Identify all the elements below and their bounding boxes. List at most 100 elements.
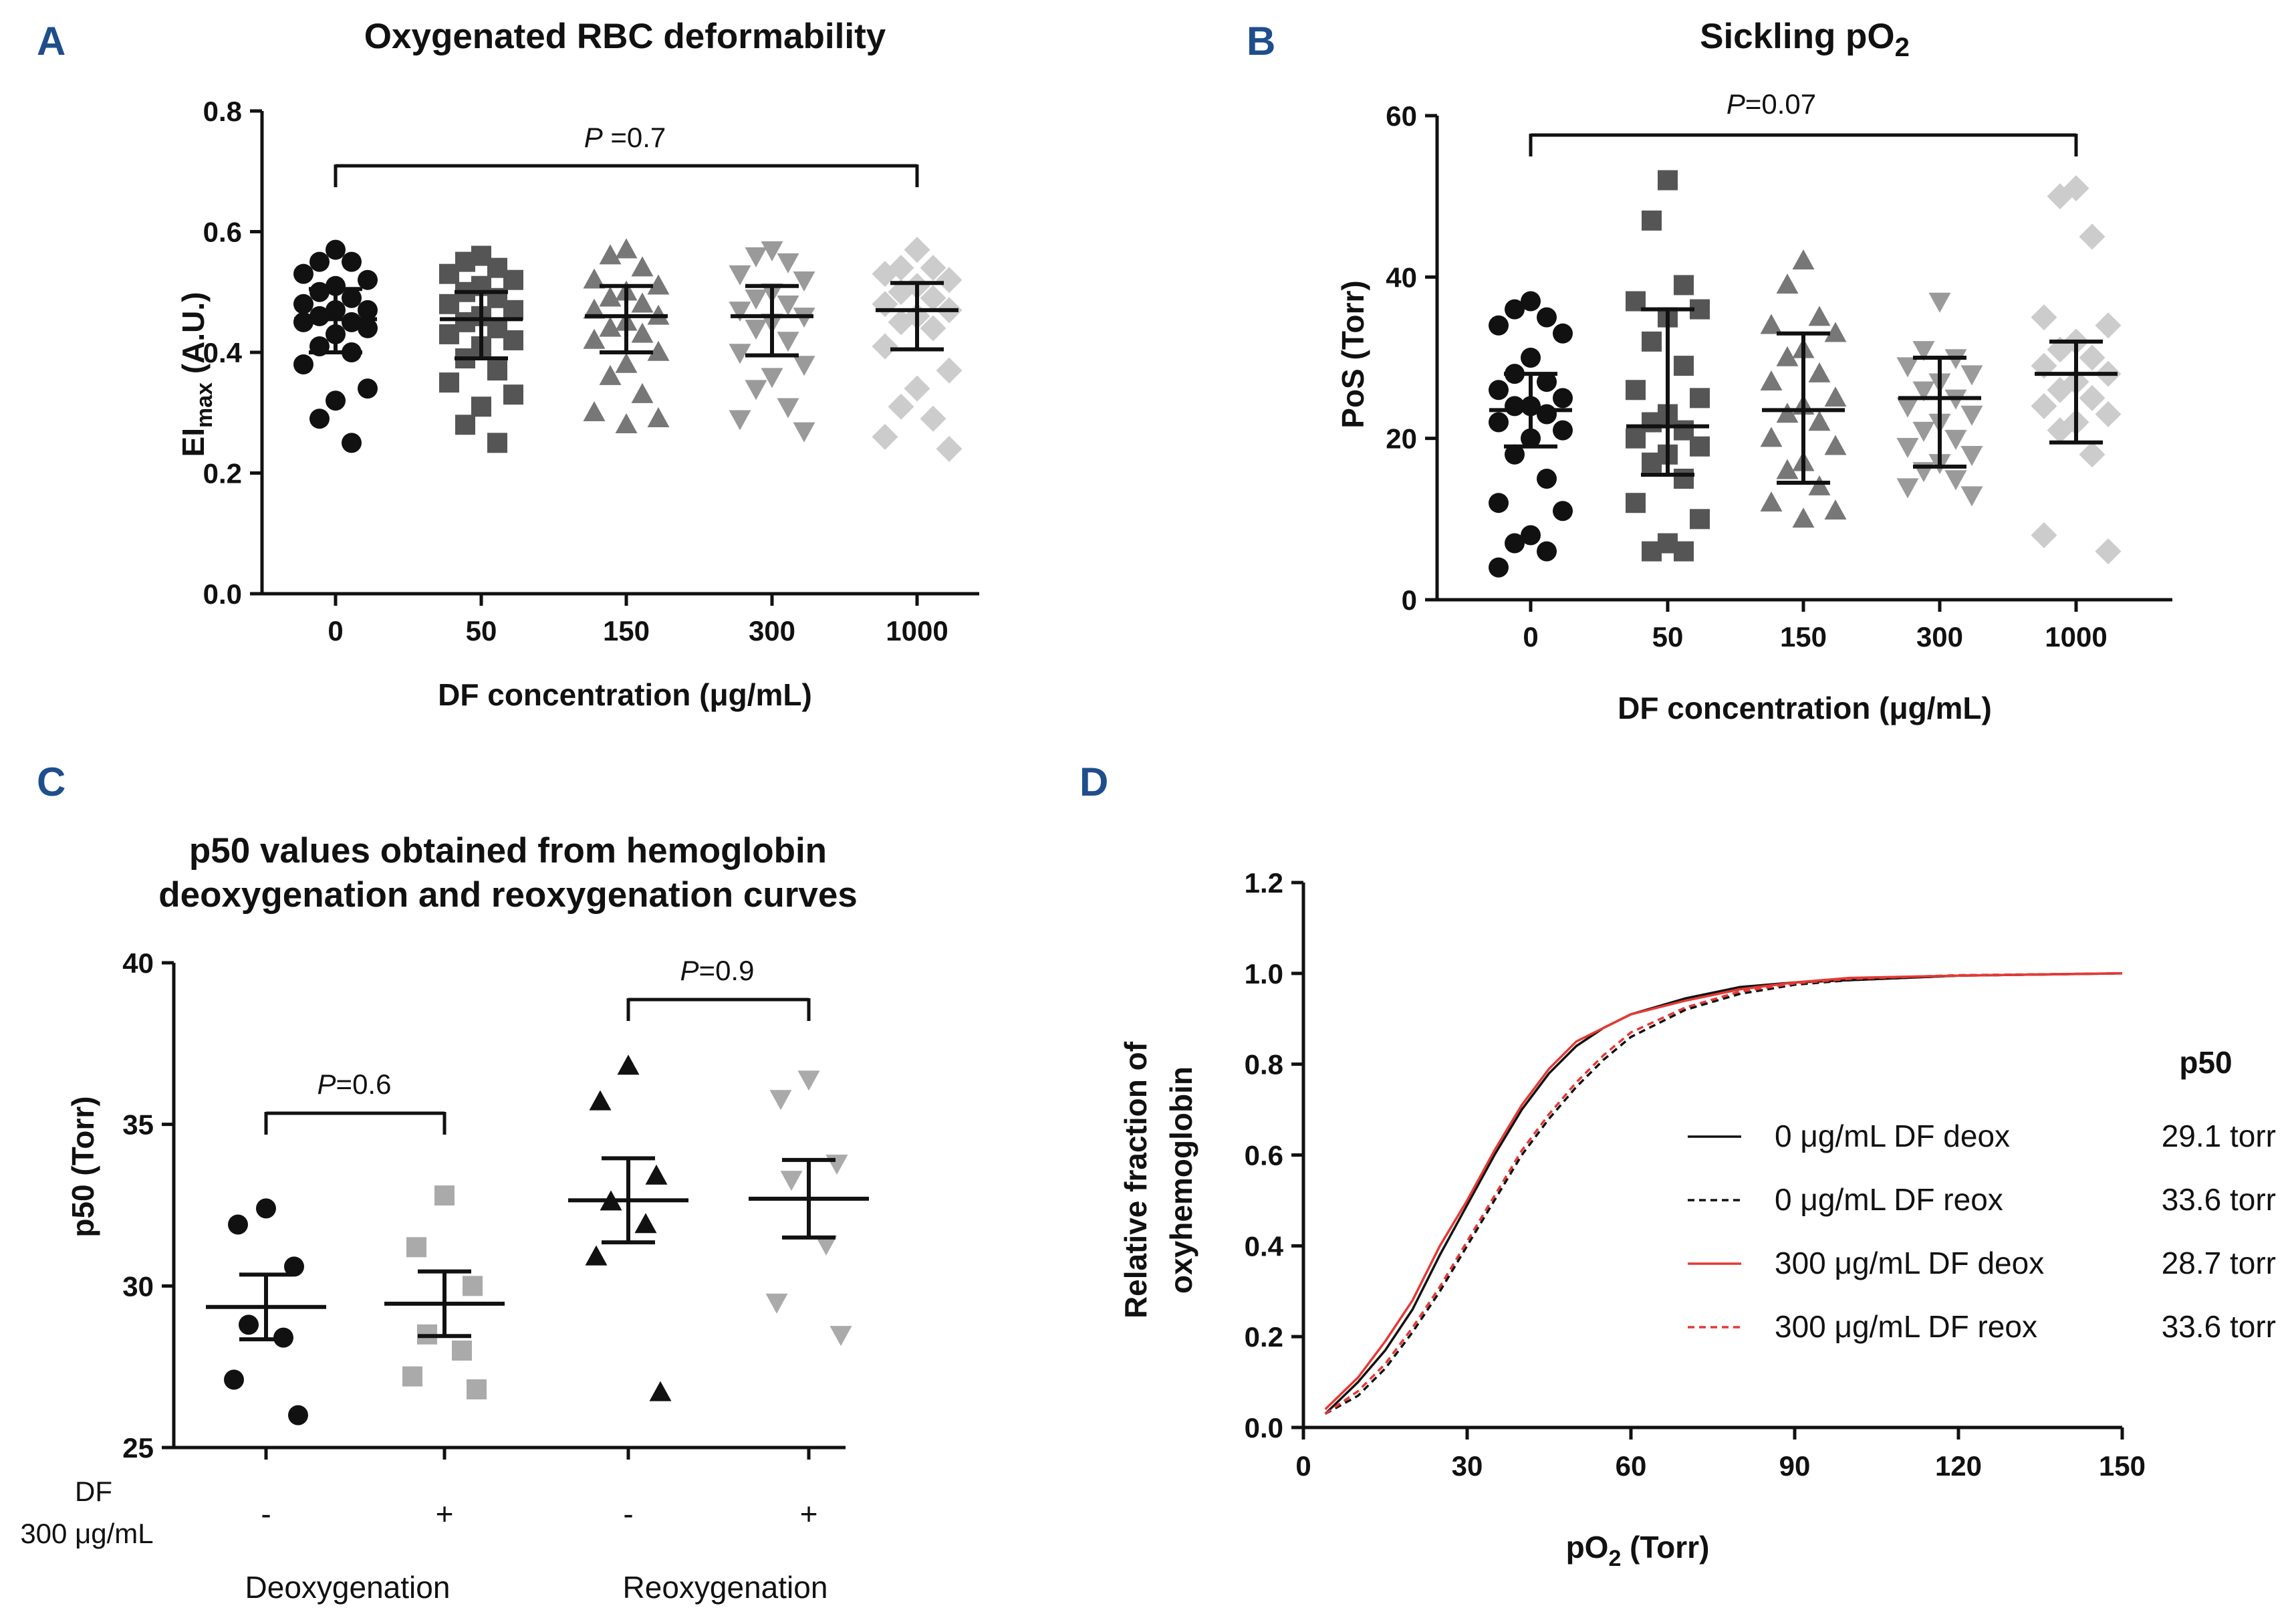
panel-b-point-300	[1896, 478, 1919, 499]
panel-a-title: Oxygenated RBC deformability	[364, 17, 886, 56]
panel-b-point-300	[1960, 446, 1983, 467]
panel-b-point-1000	[2047, 376, 2073, 403]
panel-c-y-label: p50 (Torr)	[66, 1096, 100, 1237]
panel-c-df-sign: +	[800, 1496, 818, 1531]
panel-c-y-tick-label: 35	[122, 1109, 154, 1141]
panel-b-point-50	[1674, 541, 1694, 562]
panel-b-point-1000	[2095, 400, 2122, 427]
panel-b-point-300	[1912, 341, 1935, 362]
panel-a-point-150	[647, 340, 670, 361]
panel-b-y-tick-label: 20	[1386, 423, 1417, 455]
panel-b-point-50	[1690, 388, 1710, 409]
panel-a-point-1000	[920, 285, 946, 312]
panel-a-point-300	[745, 247, 767, 267]
panel-a-point-150	[583, 268, 606, 289]
panel-a-point-0	[326, 390, 346, 411]
panel-b-point-0	[1521, 348, 1541, 368]
panel-b-point-0	[1553, 420, 1573, 441]
panel-c-y-tick-label: 30	[122, 1270, 154, 1302]
panel-a-point-50	[439, 294, 459, 314]
panel-b-point-150	[1824, 322, 1847, 342]
panel-b-y-tick-label: 40	[1386, 261, 1417, 293]
panel-b-point-150	[1776, 403, 1799, 423]
panel-a-point-50	[503, 384, 523, 405]
panel-a-point-1000	[904, 237, 930, 263]
panel-a-x-tick-label: 1000	[886, 615, 948, 647]
panel-a-point-1000	[888, 309, 914, 336]
panel-b-point-50	[1642, 210, 1662, 231]
panel-c-row-label-2: 300 μg/mL	[20, 1518, 153, 1549]
panel-b-point-1000	[2047, 183, 2073, 210]
panel-b-point-50	[1642, 452, 1662, 473]
panel-c-point	[284, 1256, 304, 1277]
panel-b-point-0	[1489, 315, 1509, 336]
panel-a-y-label-main: EI	[176, 428, 211, 457]
panel-b-point-150	[1808, 475, 1831, 495]
panel-d-x-tick-label: 90	[1779, 1450, 1811, 1482]
panel-b-point-0	[1537, 372, 1557, 392]
panel-d-legend-label: 300 μg/mL DF reox	[1775, 1309, 2037, 1344]
panel-a-point-300	[793, 356, 815, 376]
panel-d-x-label-suffix: (Torr)	[1621, 1530, 1709, 1565]
panel-a-point-300	[761, 241, 783, 261]
panel-c-point	[228, 1214, 248, 1235]
panel-c-point	[256, 1198, 276, 1219]
panel-b-point-150	[1808, 362, 1831, 382]
panel-c-group-reoxygenation: Reoxygenation	[623, 1570, 828, 1605]
panel-b-point-150	[1824, 386, 1847, 407]
panel-b-point-300	[1912, 381, 1935, 402]
panel-a-point-50	[471, 396, 491, 417]
panel-a-point-0	[293, 294, 313, 314]
panel-a-point-0	[358, 269, 378, 290]
panel-b-point-50	[1626, 493, 1646, 513]
panel-d-y-label-line-1: Relative fraction of	[1118, 1041, 1153, 1318]
panel-b-point-1000	[2079, 223, 2106, 250]
panel-c-point	[815, 1235, 838, 1256]
panel-c-title-line-1: p50 values obtained from hemoglobin	[189, 831, 827, 871]
panel-c-point	[288, 1405, 308, 1425]
panel-c-point	[406, 1237, 426, 1258]
panel-c-marks: 25 30 35 40 - + - +	[122, 947, 869, 1531]
panel-a-point-150	[647, 274, 670, 295]
panel-a-point-300	[745, 290, 767, 310]
panel-b-x-tick-label: 50	[1652, 621, 1684, 653]
panel-d-curve-300 μg/mL DF reox	[1324, 972, 2123, 1415]
panel-b-point-1000	[2031, 392, 2057, 419]
panel-d-y-tick-label: 0.2	[1245, 1321, 1283, 1353]
panel-a-point-0	[293, 354, 313, 375]
panel-a-point-150	[599, 316, 622, 337]
panel-a-point-0	[293, 263, 313, 284]
panel-b-point-1000	[2031, 304, 2057, 331]
panel-a-point-150	[599, 244, 622, 265]
panel-a-y-tick-label: 0.2	[203, 458, 242, 489]
panel-label-b: B	[1247, 19, 1275, 64]
panel-b-point-1000	[2079, 344, 2106, 371]
panel-a-point-300	[729, 344, 751, 364]
panel-c-point	[765, 1293, 788, 1314]
panel-b-point-50	[1658, 170, 1678, 191]
panel-b-y-tick-label: 60	[1386, 100, 1417, 132]
panel-d-x-label: pO2 (Torr)	[1566, 1530, 1710, 1571]
panel-a-point-50	[439, 372, 459, 393]
panel-c-p-label-deox: P	[317, 1068, 336, 1100]
panel-b-point-0	[1521, 291, 1541, 312]
panel-b-point-150	[1776, 346, 1799, 366]
panel-c-p-value-deox: P=0.6	[317, 1068, 392, 1100]
panel-a-point-0	[342, 433, 362, 453]
panel-a-point-300	[729, 410, 751, 431]
panel-a-point-300	[729, 265, 751, 285]
panel-b-point-0	[1505, 299, 1525, 320]
panel-b-p-value: P=0.07	[1727, 88, 1816, 120]
panel-d-y-tick-label: 1.2	[1245, 867, 1283, 899]
panel-b-point-150	[1760, 314, 1783, 334]
panel-a-point-50	[455, 415, 475, 435]
panel-a-point-150	[615, 352, 638, 373]
panel-d-legend-p50: 29.1 torr	[2162, 1119, 2276, 1153]
panel-a-point-150	[631, 322, 654, 343]
panel-c-point	[467, 1379, 487, 1399]
panel-c-df-sign: +	[436, 1496, 454, 1531]
panel-a-point-300	[793, 422, 815, 443]
panel-a-point-300	[777, 296, 799, 316]
panel-a-x-tick-label: 0	[328, 615, 343, 647]
panel-b-x-label: DF concentration (μg/mL)	[1618, 691, 1992, 725]
